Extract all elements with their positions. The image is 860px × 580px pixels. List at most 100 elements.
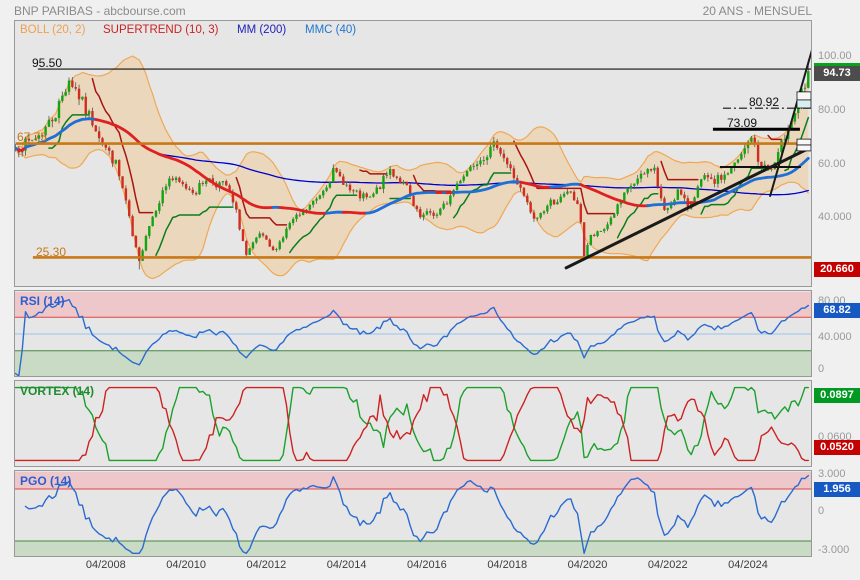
- candle-body: [87, 110, 91, 115]
- candle-body: [77, 88, 81, 100]
- mmc40-segment: [17, 146, 27, 152]
- candle-body: [405, 181, 409, 186]
- candle-body: [235, 202, 238, 210]
- target-box: [796, 91, 811, 101]
- candle-body: [455, 183, 459, 191]
- mmc40-segment: [452, 180, 522, 194]
- rsi-panel-label[interactable]: RSI (14): [20, 294, 65, 308]
- candle-body: [770, 168, 773, 170]
- candle-body: [790, 121, 793, 130]
- candle-body: [121, 176, 124, 189]
- x-axis-label: 04/2014: [326, 559, 367, 571]
- candle-body: [27, 138, 31, 141]
- candle-body: [803, 87, 807, 89]
- candle-body: [469, 166, 472, 171]
- candle-body: [64, 91, 67, 96]
- candle-body: [733, 162, 736, 168]
- supertrend-segment: [660, 160, 699, 181]
- candle-body: [659, 186, 663, 199]
- candle-body: [509, 164, 512, 169]
- candle-body: [603, 229, 606, 232]
- candle-body: [730, 167, 733, 174]
- candle-body: [429, 211, 432, 213]
- candle-body: [365, 193, 368, 198]
- mmc40-segment: [579, 183, 650, 208]
- candle-body: [114, 160, 118, 164]
- candle-body: [736, 159, 740, 163]
- legend-mm200[interactable]: MM (200): [237, 24, 287, 36]
- rsi-oversold-band: [15, 350, 811, 376]
- candle-body: [94, 125, 97, 132]
- candle-body: [124, 188, 128, 201]
- legend-boll[interactable]: BOLL (20, 2): [20, 24, 86, 36]
- candle-body: [107, 147, 111, 151]
- level-label-2530: 25.30: [36, 245, 67, 259]
- candle-body: [57, 100, 61, 119]
- y-tick-40: 40.000: [818, 211, 852, 223]
- candle-body: [412, 195, 415, 207]
- supertrend-segment: [155, 206, 234, 256]
- candle-body: [549, 199, 552, 206]
- candle-body: [345, 184, 348, 186]
- x-axis-label: 04/2024: [728, 559, 768, 571]
- level-label-7309: 73.09: [727, 116, 758, 130]
- candle-body: [703, 175, 706, 180]
- rsi-line: [15, 298, 809, 376]
- candle-body: [465, 170, 469, 177]
- y-tick-80: 80.00: [818, 104, 846, 116]
- candle-body: [171, 178, 174, 181]
- level-label-9550: 95.50: [32, 56, 63, 70]
- candle-body: [101, 138, 104, 144]
- candle-body: [623, 192, 626, 202]
- legend-mmc40[interactable]: MMC (40): [305, 24, 357, 36]
- candle-body: [646, 169, 649, 174]
- rsi-tick-0: 0: [818, 363, 825, 375]
- candle-body: [522, 187, 526, 196]
- x-axis-label: 04/2018: [487, 559, 528, 571]
- candle-body: [499, 147, 502, 154]
- candle-body: [355, 190, 358, 192]
- candle-body: [352, 190, 355, 192]
- pgo-line: [24, 474, 809, 554]
- candle-body: [713, 178, 716, 184]
- candle-body: [552, 199, 556, 205]
- candle-body: [439, 208, 442, 215]
- candle-body: [402, 181, 405, 184]
- candle-body: [592, 234, 596, 236]
- candle-body: [485, 157, 489, 161]
- candle-body: [569, 191, 572, 193]
- pgo-tick-3: 3.000: [818, 468, 846, 480]
- y-tick-60: 60.00: [818, 158, 846, 170]
- candle-body: [626, 188, 629, 193]
- candle-body: [683, 194, 686, 199]
- candle-body: [225, 181, 228, 186]
- legend-supertrend[interactable]: SUPERTREND (10, 3): [103, 24, 219, 36]
- candle-body: [482, 160, 485, 162]
- vortex-panel-label[interactable]: VORTEX (14): [20, 384, 95, 398]
- low-price-badge: 20.660: [814, 262, 860, 277]
- candle-body: [409, 185, 412, 196]
- candle-body: [41, 135, 44, 137]
- candle-body: [746, 141, 750, 149]
- mmc40-segment: [696, 156, 810, 205]
- candle-body: [720, 175, 723, 180]
- candle-body: [358, 190, 362, 199]
- candle-body: [579, 204, 583, 223]
- supertrend-segment: [235, 176, 288, 226]
- candle-body: [449, 195, 452, 205]
- y-tick-100: 100.00: [818, 50, 852, 62]
- pgo-panel-label[interactable]: PGO (14): [20, 474, 72, 488]
- candle-body: [378, 187, 382, 190]
- candle-body: [342, 176, 345, 185]
- candle-body: [251, 242, 255, 249]
- mmc40-segment: [341, 210, 369, 215]
- candle-body: [181, 181, 184, 185]
- candle-body: [633, 183, 636, 186]
- candle-body: [161, 190, 164, 204]
- candle-body: [168, 178, 171, 187]
- candle-body: [375, 187, 378, 194]
- candle-body: [716, 175, 720, 184]
- candle-body: [322, 190, 325, 196]
- candle-body: [676, 189, 680, 200]
